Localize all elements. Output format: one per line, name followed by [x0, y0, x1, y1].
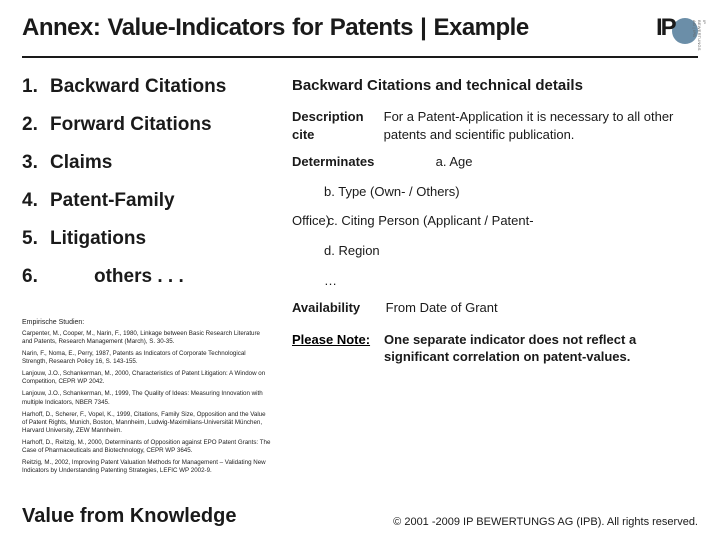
footer: Value from Knowledge © 2001 -2009 IP BEW…	[22, 505, 698, 528]
reference-item: Harhoff, D., Reitzig, M., 2000, Determin…	[22, 439, 272, 455]
left-column: 1. Backward Citations 2. Forward Citatio…	[22, 76, 272, 479]
item-num: 5.	[22, 228, 50, 250]
header: Annex: Value-Indicators for Patents | Ex…	[22, 14, 698, 58]
reference-item: Reitzig, M., 2002, Improving Patent Valu…	[22, 459, 272, 475]
availability-row: Availability From Date of Grant	[292, 299, 698, 317]
references: Empirische Studien: Carpenter, M., Coope…	[22, 318, 272, 475]
item-label: Claims	[50, 152, 112, 174]
reference-item: Narin, F., Noma, E., Perry, 1987, Patent…	[22, 350, 272, 366]
reference-item: Carpenter, M., Cooper, M., Narin, F., 19…	[22, 330, 272, 346]
right-column: Backward Citations and technical details…	[292, 76, 698, 479]
item-num: 3.	[22, 152, 50, 174]
note-row: Please Note: One separate indicator does…	[292, 331, 698, 366]
references-label: Empirische Studien:	[22, 318, 272, 327]
reference-item: Lanjouw, J.O., Schankerman, M., 1999, Th…	[22, 390, 272, 406]
determinate-b: b. Type (Own- / Others)	[324, 183, 698, 201]
determinate-d: d. Region	[324, 242, 698, 260]
item-num: 1.	[22, 76, 50, 98]
availability-value: From Date of Grant	[386, 300, 498, 315]
determinates-label: Determinates	[292, 153, 392, 171]
footer-right: © 2001 -2009 IP BEWERTUNGS AG (IPB). All…	[393, 516, 698, 528]
determinate-a: a. Age	[436, 154, 473, 169]
list-item: 1. Backward Citations	[22, 76, 272, 98]
item-label: Patent-Family	[50, 190, 175, 212]
description-row: Description cite For a Patent-Applicatio…	[292, 108, 698, 143]
footer-left: Value from Knowledge	[22, 505, 236, 528]
indicator-list: 1. Backward Citations 2. Forward Citatio…	[22, 76, 272, 288]
item-label: Backward Citations	[50, 76, 226, 98]
description-label: Description cite	[292, 108, 380, 143]
list-item: 6. others . . .	[22, 266, 272, 288]
availability-label: Availability	[292, 299, 382, 317]
list-item: 3. Claims	[22, 152, 272, 174]
reference-item: Harhoff, D., Scherer, F., Vopel, K., 199…	[22, 411, 272, 435]
note-label: Please Note:	[292, 331, 370, 366]
detail-heading: Backward Citations and technical details	[292, 76, 698, 96]
determinate-c-wrap: Office) c. Citing Person (Applicant / Pa…	[292, 212, 698, 230]
list-item: 4. Patent-Family	[22, 190, 272, 212]
item-num: 4.	[22, 190, 50, 212]
item-num: 6.	[22, 266, 50, 288]
determinate-ellipsis: …	[324, 272, 698, 290]
logo-sidetext: IP BEWERTUNGS AG | IPB	[692, 20, 707, 51]
item-label: others . . .	[50, 266, 184, 288]
item-num: 2.	[22, 114, 50, 136]
slide: Annex: Value-Indicators for Patents | Ex…	[0, 0, 720, 540]
determinate-c: c. Citing Person (Applicant / Patent-	[328, 213, 534, 228]
page-title: Annex: Value-Indicators for Patents | Ex…	[22, 14, 529, 42]
item-label: Forward Citations	[50, 114, 212, 136]
list-item: 5. Litigations	[22, 228, 272, 250]
determinates-row: Determinates a. Age b. Type (Own- / Othe…	[292, 153, 698, 289]
content: 1. Backward Citations 2. Forward Citatio…	[22, 76, 698, 479]
logo: IP IP BEWERTUNGS AG | IPB	[652, 14, 698, 50]
item-label: Litigations	[50, 228, 146, 250]
list-item: 2. Forward Citations	[22, 114, 272, 136]
logo-text: IP	[656, 14, 675, 42]
note-value: One separate indicator does not reflect …	[384, 331, 698, 366]
description-value: For a Patent-Application it is necessary…	[384, 108, 674, 143]
reference-item: Lanjouw, J.O., Schankerman, M., 2000, Ch…	[22, 370, 272, 386]
